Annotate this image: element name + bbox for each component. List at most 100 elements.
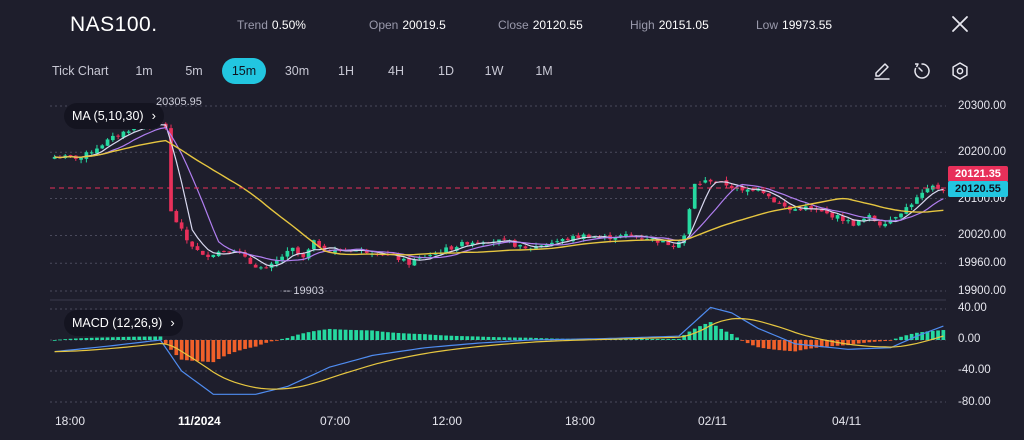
macd-histogram-bar [274, 340, 279, 341]
close-icon[interactable] [950, 14, 970, 34]
candle-body [751, 189, 755, 191]
candle-body [904, 207, 909, 214]
candle-body [878, 221, 882, 226]
candle-body [560, 239, 565, 242]
timeframe-1mo[interactable]: 1M [535, 64, 553, 78]
macd-histogram-bar [740, 340, 745, 341]
macd-histogram-bar [830, 340, 835, 347]
candle-body [274, 260, 279, 264]
ma-indicator-text: MA (5,10,30) [72, 109, 144, 123]
stat-low: Low 19973.55 [756, 18, 832, 32]
candle-body [856, 220, 861, 226]
macd-histogram-bar [428, 334, 433, 340]
timeframe-1w[interactable]: 1W [484, 64, 504, 78]
macd-histogram-bar [470, 336, 475, 340]
macd-tick: -40.00 [958, 364, 991, 376]
macd-histogram-bar [232, 340, 237, 353]
timeframe-1m[interactable]: 1m [135, 64, 153, 78]
candle-body [211, 254, 216, 258]
macd-histogram-bar [248, 340, 253, 348]
time-tick: 12:00 [432, 414, 463, 428]
timeframe-4h[interactable]: 4H [388, 64, 404, 78]
candle-body [222, 250, 226, 252]
macd-histogram-bar [502, 337, 507, 340]
time-tick: 18:00 [55, 414, 86, 428]
candle-body [936, 184, 940, 189]
macd-histogram-bar [518, 337, 523, 340]
timeframe-30m[interactable]: 30m [284, 64, 310, 78]
candle-body [587, 234, 591, 239]
macd-histogram-bar [116, 337, 120, 340]
chevron-right-icon: › [151, 108, 156, 123]
candle-body [68, 155, 73, 157]
price-chart[interactable] [0, 86, 1024, 440]
macd-histogram-bar [878, 340, 882, 342]
candle-body [475, 242, 480, 244]
macd-histogram-bar [333, 329, 337, 340]
candle-body [629, 234, 634, 236]
macd-histogram-bar [375, 331, 380, 340]
macd-histogram-bar [79, 338, 83, 340]
macd-histogram [52, 322, 946, 363]
candle-body [597, 237, 602, 239]
macd-histogram-bar [322, 329, 327, 340]
candle-body [364, 249, 369, 253]
macd-histogram-bar [317, 330, 321, 340]
macd-histogram-bar [930, 330, 935, 340]
candle-body [809, 206, 813, 209]
macd-histogram-bar [629, 339, 634, 340]
candle-body [312, 240, 316, 250]
macd-histogram-bar [105, 337, 110, 340]
settings-icon[interactable] [950, 61, 970, 81]
macd-histogram-bar [259, 340, 263, 345]
moving-average-lines [54, 124, 944, 267]
macd-histogram-bar [407, 333, 411, 340]
draw-icon[interactable] [872, 61, 892, 81]
candle-body [518, 244, 523, 247]
macd-histogram-bar [343, 329, 348, 340]
tick-chart-button[interactable]: Tick Chart [52, 64, 109, 78]
low-price-value: 19903 [293, 285, 324, 297]
candle-body [333, 249, 337, 253]
macd-histogram-bar [179, 340, 184, 360]
macd-histogram-bar [851, 340, 856, 345]
macd-histogram-bar [110, 337, 115, 340]
macd-histogram-bar [639, 339, 644, 340]
macd-histogram-bar [417, 334, 422, 340]
candle-body [502, 238, 507, 240]
macd-histogram-bar [306, 332, 311, 340]
macd-histogram-bar [68, 338, 73, 340]
timeframe-1h[interactable]: 1H [338, 64, 354, 78]
ma-indicator-label[interactable]: MA (5,10,30) › [64, 103, 164, 129]
candle-body [248, 257, 253, 264]
timer-icon[interactable] [912, 61, 932, 81]
macd-histogram-bar [433, 334, 438, 340]
macd-histogram-bar [364, 330, 369, 340]
candle-body [285, 250, 290, 257]
macd-histogram-bar [148, 336, 152, 340]
candle-body [544, 244, 549, 247]
macd-histogram-bar [354, 330, 359, 340]
candle-body [581, 234, 586, 240]
macd-histogram-bar [867, 340, 872, 343]
candle-body [449, 246, 454, 250]
candle-body [766, 193, 771, 197]
candle-body [243, 252, 247, 257]
candle-body [52, 156, 57, 159]
candle-body [798, 208, 803, 211]
timeframe-5m[interactable]: 5m [185, 64, 203, 78]
candle-body [576, 235, 581, 238]
macd-indicator-label[interactable]: MACD (12,26,9) › [64, 310, 183, 336]
stat-trend: Trend 0.50% [237, 18, 306, 32]
candle-body [793, 209, 798, 211]
time-tick: 04/11 [832, 414, 862, 428]
stat-close-value: 20120.55 [532, 18, 583, 32]
macd-histogram-bar [735, 337, 739, 340]
macd-histogram-bar [782, 340, 787, 351]
candle-body [174, 211, 179, 223]
timeframe-1d[interactable]: 1D [438, 64, 454, 78]
macd-histogram-bar [756, 340, 761, 348]
timeframe-15m[interactable]: 15m [222, 58, 266, 84]
candle-body [89, 152, 94, 154]
candle-body [661, 240, 665, 243]
